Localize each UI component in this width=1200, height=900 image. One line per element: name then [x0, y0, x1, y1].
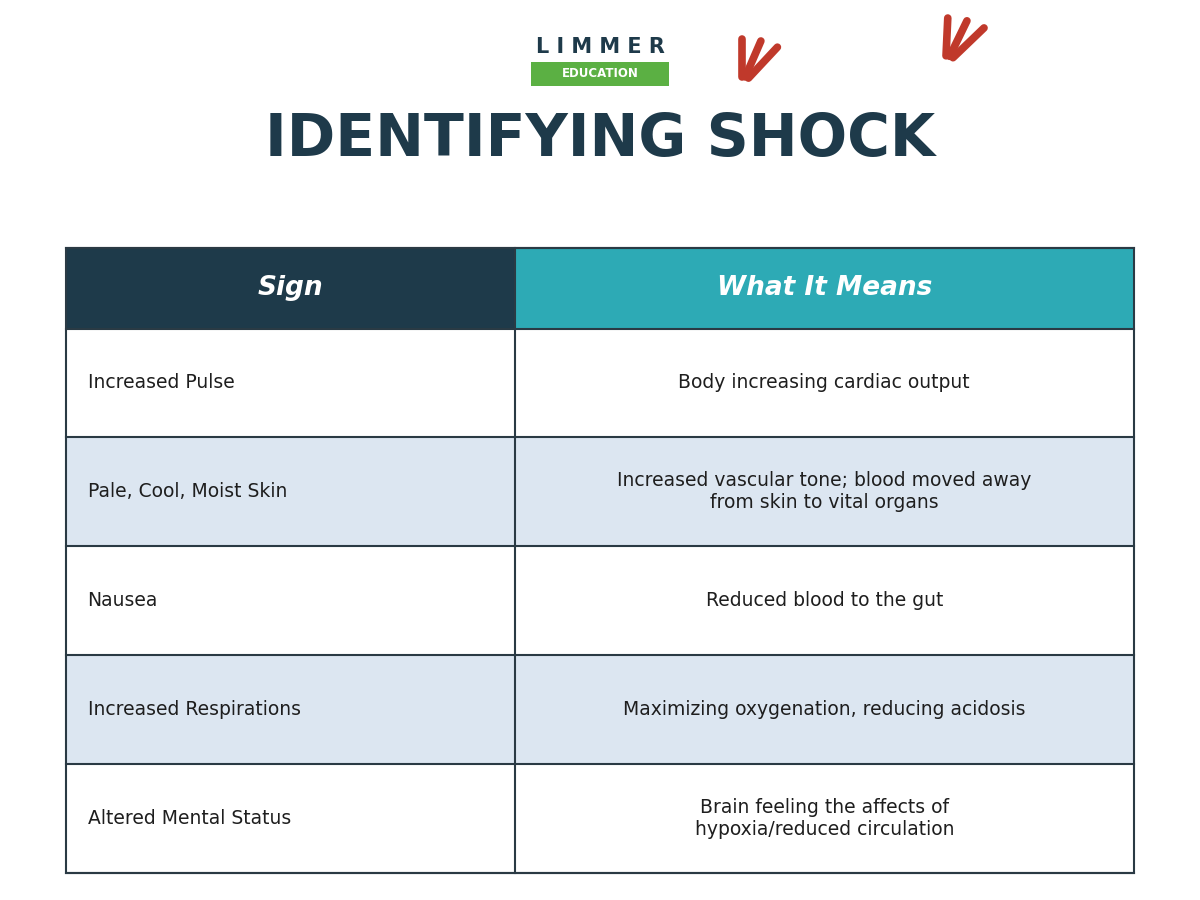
- Bar: [515, 655, 1134, 764]
- Bar: [66, 248, 1134, 873]
- Text: Increased Pulse: Increased Pulse: [88, 374, 234, 392]
- Bar: [66, 546, 515, 655]
- Bar: [515, 248, 1134, 328]
- Text: Reduced blood to the gut: Reduced blood to the gut: [706, 591, 943, 610]
- Text: What It Means: What It Means: [716, 275, 932, 301]
- Bar: [515, 437, 1134, 546]
- Bar: [530, 62, 670, 86]
- Bar: [66, 764, 515, 873]
- Text: Nausea: Nausea: [88, 591, 158, 610]
- Bar: [66, 437, 515, 546]
- Text: Altered Mental Status: Altered Mental Status: [88, 809, 290, 828]
- Text: EDUCATION: EDUCATION: [562, 68, 638, 80]
- Bar: [66, 328, 515, 437]
- Text: Sign: Sign: [258, 275, 323, 301]
- Text: Increased Respirations: Increased Respirations: [88, 700, 301, 719]
- Bar: [66, 248, 515, 328]
- Text: Pale, Cool, Moist Skin: Pale, Cool, Moist Skin: [88, 482, 287, 501]
- Text: IDENTIFYING SHOCK: IDENTIFYING SHOCK: [265, 111, 935, 168]
- Bar: [515, 546, 1134, 655]
- Bar: [66, 655, 515, 764]
- Text: Brain feeling the affects of
hypoxia/reduced circulation: Brain feeling the affects of hypoxia/red…: [695, 798, 954, 839]
- Text: Maximizing oxygenation, reducing acidosis: Maximizing oxygenation, reducing acidosi…: [623, 700, 1026, 719]
- Text: L I M M E R: L I M M E R: [535, 37, 665, 57]
- Bar: [515, 328, 1134, 437]
- Bar: [515, 764, 1134, 873]
- Text: Increased vascular tone; blood moved away
from skin to vital organs: Increased vascular tone; blood moved awa…: [617, 472, 1032, 512]
- Text: Body increasing cardiac output: Body increasing cardiac output: [678, 374, 970, 392]
